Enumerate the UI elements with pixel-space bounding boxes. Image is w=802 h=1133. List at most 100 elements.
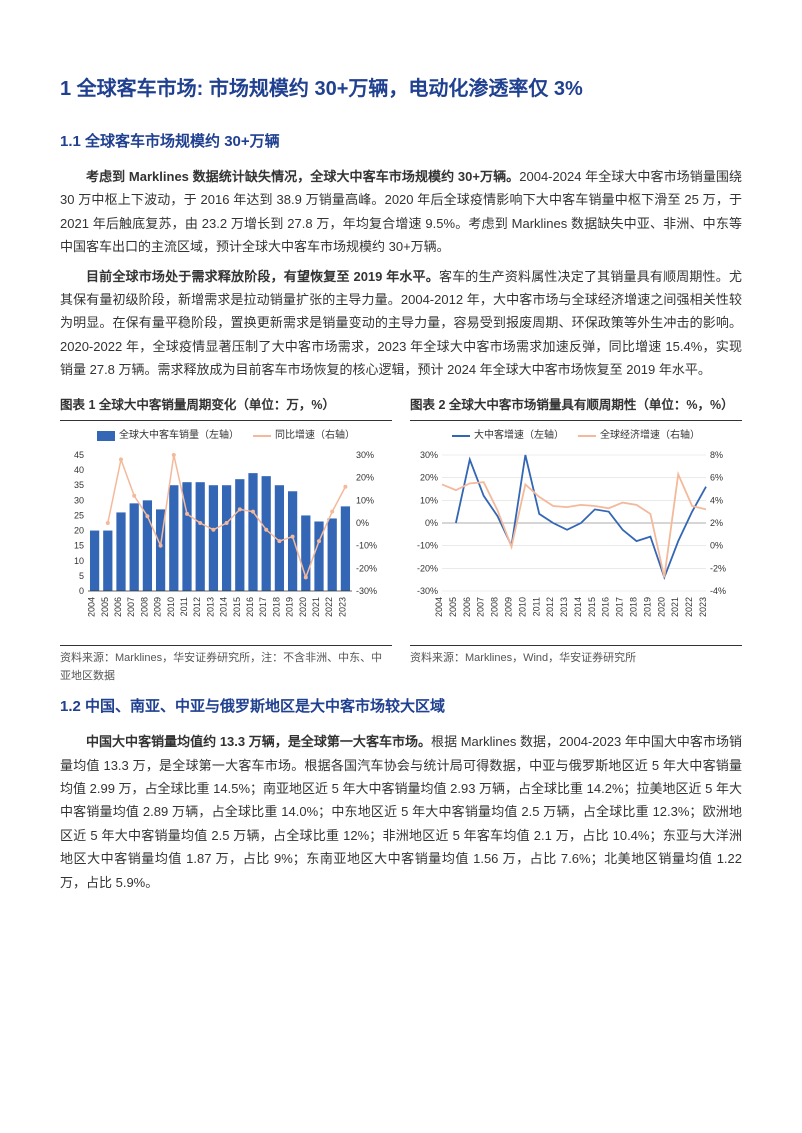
svg-text:2010: 2010 — [517, 597, 527, 617]
svg-text:2%: 2% — [710, 518, 723, 528]
svg-text:2022: 2022 — [684, 597, 694, 617]
svg-text:2004: 2004 — [87, 597, 97, 617]
chart-2-box: 大中客增速（左轴） 全球经济增速（右轴） -30% -20% -10% 0% 10% 20… — [410, 420, 742, 646]
chart-1-source: 资料来源：Marklines，华安证券研究所，注：不含非洲、中东、中亚地区数据 — [60, 650, 392, 685]
chart-1-box: 全球大中客车销量（左轴） 同比增速（右轴） 051015202530354045… — [60, 420, 392, 646]
svg-text:2022: 2022 — [324, 597, 334, 617]
chart-1: 图表 1 全球大中客销量周期变化（单位：万，%） 全球大中客车销量（左轴） 同比… — [60, 394, 392, 686]
svg-text:5: 5 — [79, 571, 84, 581]
svg-text:20: 20 — [74, 526, 84, 536]
svg-text:0%: 0% — [710, 541, 723, 551]
svg-text:2023: 2023 — [337, 597, 347, 617]
legend-line: 同比增速（右轴） — [253, 427, 355, 445]
p1-lead: 考虑到 Marklines 数据统计缺失情况，全球大中客车市场规模约 30+万辆… — [86, 169, 519, 184]
chart-1-title: 图表 1 全球大中客销量周期变化（单位：万，%） — [60, 394, 392, 417]
svg-text:2006: 2006 — [113, 597, 123, 617]
svg-text:15: 15 — [74, 541, 84, 551]
section-heading-1-2: 1.2 中国、南亚、中亚与俄罗斯地区是大中客市场较大区域 — [60, 693, 742, 720]
chart-2-source: 资料来源：Marklines，Wind，华安证券研究所 — [410, 650, 742, 668]
svg-text:2004: 2004 — [434, 597, 444, 617]
p2-lead: 目前全球市场处于需求释放阶段，有望恢复至 2019 年水平。 — [86, 269, 439, 284]
svg-text:35: 35 — [74, 480, 84, 490]
svg-text:-2%: -2% — [710, 563, 726, 573]
svg-text:40: 40 — [74, 465, 84, 475]
chart-2-svg: -30% -20% -10% 0% 10% 20% 30% -4% -2% 0% 2% 4% 6% 8% 2… — [410, 451, 730, 641]
svg-text:6%: 6% — [710, 473, 723, 483]
svg-text:-4%: -4% — [710, 586, 726, 596]
chart-1-legend: 全球大中客车销量（左轴） 同比增速（右轴） — [60, 427, 392, 445]
p2-body: 客车的生产资料属性决定了其销量具有顺周期性。尤其保有量初级阶段，新增需求是拉动销… — [60, 269, 742, 378]
legend-b-swatch — [578, 435, 596, 437]
svg-text:10%: 10% — [420, 495, 438, 505]
chart-2: 图表 2 全球大中客市场销量具有顺周期性（单位：%，%） 大中客增速（左轴） 全… — [410, 394, 742, 686]
chart-2-legend: 大中客增速（左轴） 全球经济增速（右轴） — [410, 427, 742, 445]
legend-bar-swatch — [97, 431, 115, 441]
svg-text:4%: 4% — [710, 495, 723, 505]
svg-text:-30%: -30% — [356, 586, 377, 596]
svg-text:2015: 2015 — [232, 597, 242, 617]
svg-text:2013: 2013 — [205, 597, 215, 617]
svg-text:2021: 2021 — [311, 597, 321, 617]
section-heading-1-1: 1.1 全球客车市场规模约 30+万辆 — [60, 128, 742, 155]
svg-text:0%: 0% — [356, 518, 369, 528]
svg-text:2021: 2021 — [670, 597, 680, 617]
svg-text:30: 30 — [74, 495, 84, 505]
svg-text:2015: 2015 — [587, 597, 597, 617]
svg-text:30%: 30% — [420, 451, 438, 460]
svg-text:2017: 2017 — [615, 597, 625, 617]
svg-text:2007: 2007 — [126, 597, 136, 617]
chart-1-svg: 051015202530354045-30%-20%-10%0%10%20%30… — [60, 451, 380, 641]
svg-text:2012: 2012 — [192, 597, 202, 617]
svg-text:2018: 2018 — [271, 597, 281, 617]
svg-text:10: 10 — [74, 556, 84, 566]
legend-bar: 全球大中客车销量（左轴） — [97, 427, 239, 445]
svg-text:-10%: -10% — [356, 541, 377, 551]
svg-text:2023: 2023 — [698, 597, 708, 617]
svg-text:2014: 2014 — [219, 597, 229, 617]
chart-2-title: 图表 2 全球大中客市场销量具有顺周期性（单位：%，%） — [410, 394, 742, 417]
svg-text:-20%: -20% — [356, 563, 377, 573]
svg-text:8%: 8% — [710, 451, 723, 460]
svg-text:25: 25 — [74, 510, 84, 520]
svg-text:2019: 2019 — [642, 597, 652, 617]
svg-text:2017: 2017 — [258, 597, 268, 617]
svg-text:2018: 2018 — [629, 597, 639, 617]
svg-text:2008: 2008 — [139, 597, 149, 617]
svg-text:2006: 2006 — [462, 597, 472, 617]
svg-text:20%: 20% — [420, 473, 438, 483]
legend-b-label: 全球经济增速（右轴） — [600, 427, 700, 445]
legend-a-swatch — [452, 435, 470, 437]
svg-text:0: 0 — [79, 586, 84, 596]
svg-text:2012: 2012 — [545, 597, 555, 617]
svg-text:2009: 2009 — [503, 597, 513, 617]
legend-a-label: 大中客增速（左轴） — [474, 427, 564, 445]
p3-body: 根据 Marklines 数据，2004-2023 年中国大中客市场销量均值 1… — [60, 734, 742, 889]
svg-text:2016: 2016 — [601, 597, 611, 617]
svg-text:2008: 2008 — [490, 597, 500, 617]
svg-text:2016: 2016 — [245, 597, 255, 617]
svg-text:-20%: -20% — [417, 563, 438, 573]
svg-text:2019: 2019 — [285, 597, 295, 617]
svg-text:2010: 2010 — [166, 597, 176, 617]
svg-text:2014: 2014 — [573, 597, 583, 617]
paragraph-1: 考虑到 Marklines 数据统计缺失情况，全球大中客车市场规模约 30+万辆… — [60, 165, 742, 259]
svg-text:-10%: -10% — [417, 541, 438, 551]
legend-bar-label: 全球大中客车销量（左轴） — [119, 427, 239, 445]
paragraph-2: 目前全球市场处于需求释放阶段，有望恢复至 2019 年水平。客车的生产资料属性决… — [60, 265, 742, 382]
svg-text:2020: 2020 — [656, 597, 666, 617]
svg-text:2020: 2020 — [298, 597, 308, 617]
svg-text:-30%: -30% — [417, 586, 438, 596]
svg-text:2009: 2009 — [153, 597, 163, 617]
legend-series-b: 全球经济增速（右轴） — [578, 427, 700, 445]
svg-text:0%: 0% — [425, 518, 438, 528]
section-heading-1: 1 全球客车市场: 市场规模约 30+万辆，电动化渗透率仅 3% — [60, 70, 742, 108]
svg-text:10%: 10% — [356, 495, 374, 505]
svg-text:2013: 2013 — [559, 597, 569, 617]
p3-lead: 中国大中客销量均值约 13.3 万辆，是全球第一大客车市场。 — [86, 734, 431, 749]
legend-series-a: 大中客增速（左轴） — [452, 427, 564, 445]
legend-line-label: 同比增速（右轴） — [275, 427, 355, 445]
svg-text:2005: 2005 — [448, 597, 458, 617]
svg-text:2011: 2011 — [179, 597, 189, 616]
svg-text:20%: 20% — [356, 473, 374, 483]
legend-line-swatch — [253, 435, 271, 437]
